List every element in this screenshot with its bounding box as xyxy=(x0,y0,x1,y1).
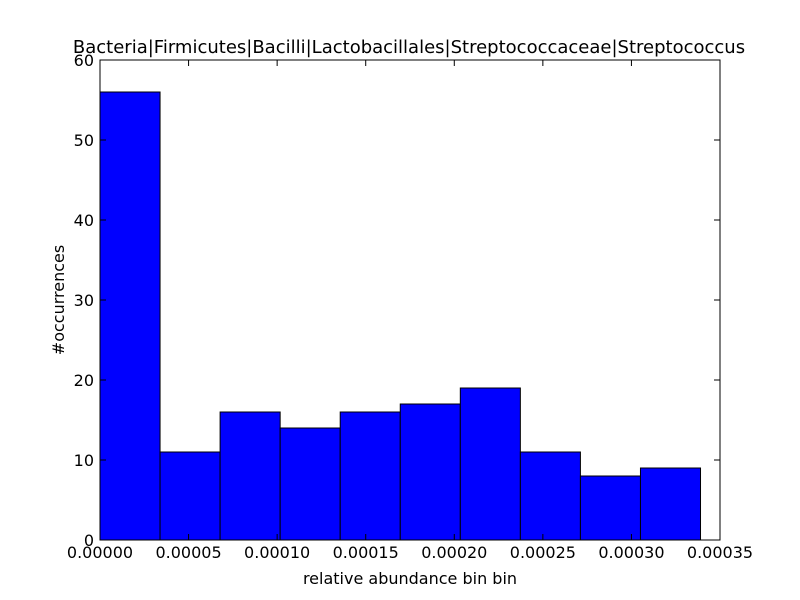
histogram-bar xyxy=(459,387,521,541)
y-tick-label: 40 xyxy=(74,211,94,230)
histogram-bar xyxy=(399,403,461,541)
x-tick-label: 0.00010 xyxy=(244,543,310,562)
histogram-bar xyxy=(159,451,221,541)
y-tick-label: 30 xyxy=(74,291,94,310)
histogram-bar xyxy=(579,475,641,541)
x-tick-label: 0.00000 xyxy=(67,543,133,562)
x-axis-label: relative abundance bin bin xyxy=(303,569,517,588)
y-tick-label: 10 xyxy=(74,451,94,470)
x-tick-label: 0.00030 xyxy=(598,543,664,562)
histogram-bar xyxy=(219,411,281,541)
histogram-bar xyxy=(279,427,341,541)
y-tick-label: 50 xyxy=(74,131,94,150)
x-tick-label: 0.00005 xyxy=(155,543,221,562)
chart-title: Bacteria|Firmicutes|Bacilli|Lactobacilla… xyxy=(73,37,745,58)
x-tick-label: 0.00020 xyxy=(421,543,487,562)
bars-layer xyxy=(99,91,702,541)
x-tick-label: 0.00025 xyxy=(510,543,576,562)
x-tick-label: 0.00015 xyxy=(333,543,399,562)
y-tick-label: 0 xyxy=(84,531,94,550)
y-axis-label: #occurrences xyxy=(49,245,68,355)
y-tick-label: 60 xyxy=(74,51,94,70)
x-tick-label: 0.00035 xyxy=(687,543,753,562)
histogram-bar xyxy=(639,467,702,541)
histogram-bar xyxy=(519,451,581,541)
y-tick-label: 20 xyxy=(74,371,94,390)
ticks-layer: 0.00000 0.00005 0.00010 0.00015 0.00020 0.000… xyxy=(67,51,753,562)
histogram-bar xyxy=(99,91,161,541)
histogram-bar xyxy=(339,411,401,541)
